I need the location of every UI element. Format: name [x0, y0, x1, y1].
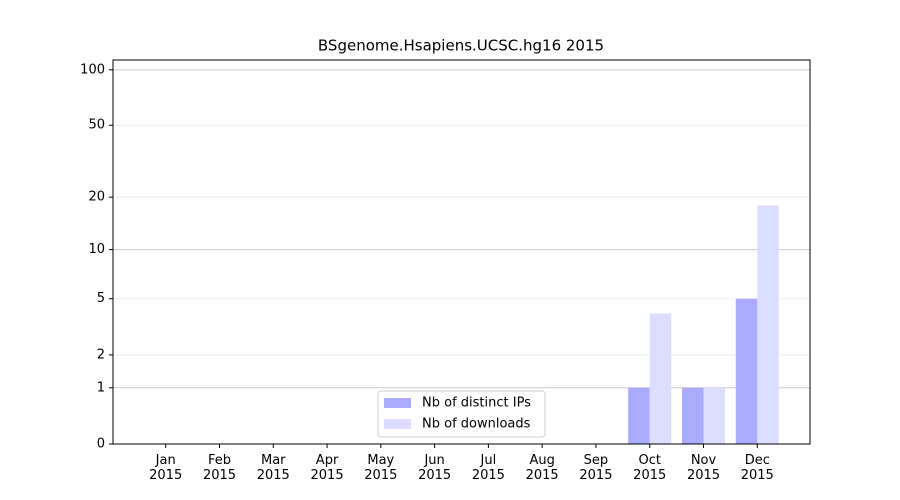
bar — [735, 298, 758, 444]
y-tick-label: 10 — [88, 242, 105, 257]
x-tick-label: May 2015 — [364, 453, 398, 483]
y-tick-label: 5 — [97, 291, 105, 306]
y-tick-label: 20 — [88, 190, 105, 205]
x-tick-label: Apr 2015 — [310, 453, 344, 483]
bar — [628, 387, 650, 444]
x-tick-label: Feb 2015 — [202, 453, 237, 483]
bar — [757, 205, 779, 444]
y-tick-label: 2 — [97, 347, 105, 362]
x-tick-label: Jan 2015 — [149, 453, 183, 483]
x-tick-label: Jun 2015 — [418, 453, 452, 483]
x-tick-label: Oct 2015 — [633, 453, 667, 483]
y-tick-label: 50 — [88, 118, 105, 133]
y-tick-label: 1 — [97, 380, 105, 395]
legend-box — [377, 390, 546, 438]
legend-swatch — [384, 419, 411, 429]
x-tick-label: Sep 2015 — [579, 453, 613, 483]
x-tick-label: Dec 2015 — [740, 453, 774, 483]
legend-label: Nb of distinct IPs — [422, 396, 531, 411]
legend-label: Nb of downloads — [422, 417, 531, 432]
plot-frame — [112, 59, 811, 445]
chart-title: BSgenome.Hsapiens.UCSC.hg16 2015 — [318, 37, 604, 55]
x-tick-label: Aug 2015 — [525, 453, 559, 483]
legend-swatch — [384, 398, 411, 408]
x-tick-label: Mar 2015 — [256, 453, 290, 483]
y-tick-label: 0 — [97, 437, 105, 452]
bar — [649, 313, 672, 444]
bar — [682, 387, 704, 444]
x-tick-label: Nov 2015 — [686, 453, 721, 483]
x-tick-label: Jul 2015 — [471, 453, 505, 483]
y-tick-label: 100 — [80, 62, 105, 77]
bar — [703, 387, 726, 444]
